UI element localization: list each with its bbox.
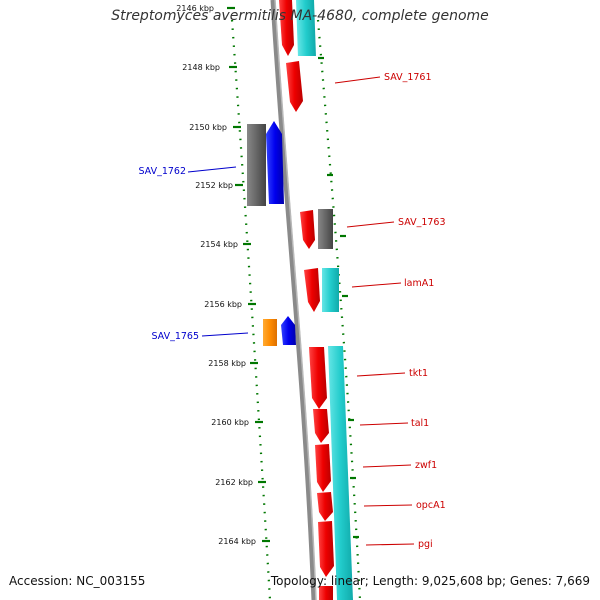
gc-track-right <box>316 19 362 600</box>
gene-label-tkt1[interactable]: tkt1 <box>409 368 428 379</box>
gc-track-left <box>230 19 272 600</box>
gene-label-sav-1761[interactable]: SAV_1761 <box>384 72 432 83</box>
gene-feature[interactable] <box>328 346 353 600</box>
genome-summary-text: Topology: linear; Length: 9,025,608 bp; … <box>270 574 590 588</box>
genome-backbone <box>270 0 317 600</box>
label-leaders <box>187 76 415 546</box>
scale-label: 2152 kbp <box>195 181 233 190</box>
scale-label: 2162 kbp <box>215 478 253 487</box>
gene-feature[interactable] <box>247 124 266 206</box>
gene-feature[interactable] <box>309 347 327 409</box>
gene-label-lama1[interactable]: lamA1 <box>404 278 434 289</box>
genome-backbone-shade <box>274 0 317 600</box>
gene-label-zwf1[interactable]: zwf1 <box>415 460 437 471</box>
scale-label: 2150 kbp <box>189 123 227 132</box>
gene-feature[interactable] <box>263 319 277 346</box>
reverse-strand-features <box>247 121 296 346</box>
gene-feature[interactable] <box>266 121 284 204</box>
gene-feature[interactable] <box>296 0 316 56</box>
gene-feature[interactable] <box>300 210 315 249</box>
gene-feature[interactable] <box>286 61 303 112</box>
scale-labels: 2146 kbp 2148 kbp 2150 kbp 2152 kbp 2154… <box>176 4 256 546</box>
gene-feature[interactable] <box>279 0 294 56</box>
gene-labels: SAV_1761 SAV_1762 SAV_1763 lamA1 SAV_176… <box>138 72 445 550</box>
forward-strand-features <box>279 0 353 600</box>
gene-feature[interactable] <box>315 444 331 492</box>
scale-label: 2164 kbp <box>218 537 256 546</box>
scale-label: 2146 kbp <box>176 4 214 13</box>
scale-label: 2160 kbp <box>211 418 249 427</box>
accession-text: Accession: NC_003155 <box>9 574 146 588</box>
gene-label-tal1[interactable]: tal1 <box>411 418 429 429</box>
right-track-ticks <box>318 56 359 539</box>
gene-feature[interactable] <box>319 586 333 600</box>
gene-label-pgi[interactable]: pgi <box>418 539 433 550</box>
gene-label-sav-1762[interactable]: SAV_1762 <box>138 166 186 177</box>
gene-feature[interactable] <box>304 268 320 312</box>
scale-label: 2158 kbp <box>208 359 246 368</box>
gene-feature[interactable] <box>318 209 333 249</box>
scale-ticks <box>227 6 270 543</box>
scale-label: 2156 kbp <box>204 300 242 309</box>
map-title: Streptomyces avermitilis MA-4680, comple… <box>111 8 489 24</box>
gene-feature[interactable] <box>318 521 334 577</box>
gene-label-sav-1765[interactable]: SAV_1765 <box>151 331 199 342</box>
gene-feature[interactable] <box>317 492 333 521</box>
gene-feature[interactable] <box>281 316 296 345</box>
gene-label-sav-1763[interactable]: SAV_1763 <box>398 217 446 228</box>
scale-label: 2154 kbp <box>200 240 238 249</box>
gene-label-opca1[interactable]: opcA1 <box>416 500 446 511</box>
gene-feature[interactable] <box>313 409 329 443</box>
scale-label: 2148 kbp <box>182 63 220 72</box>
gene-feature[interactable] <box>322 268 339 312</box>
